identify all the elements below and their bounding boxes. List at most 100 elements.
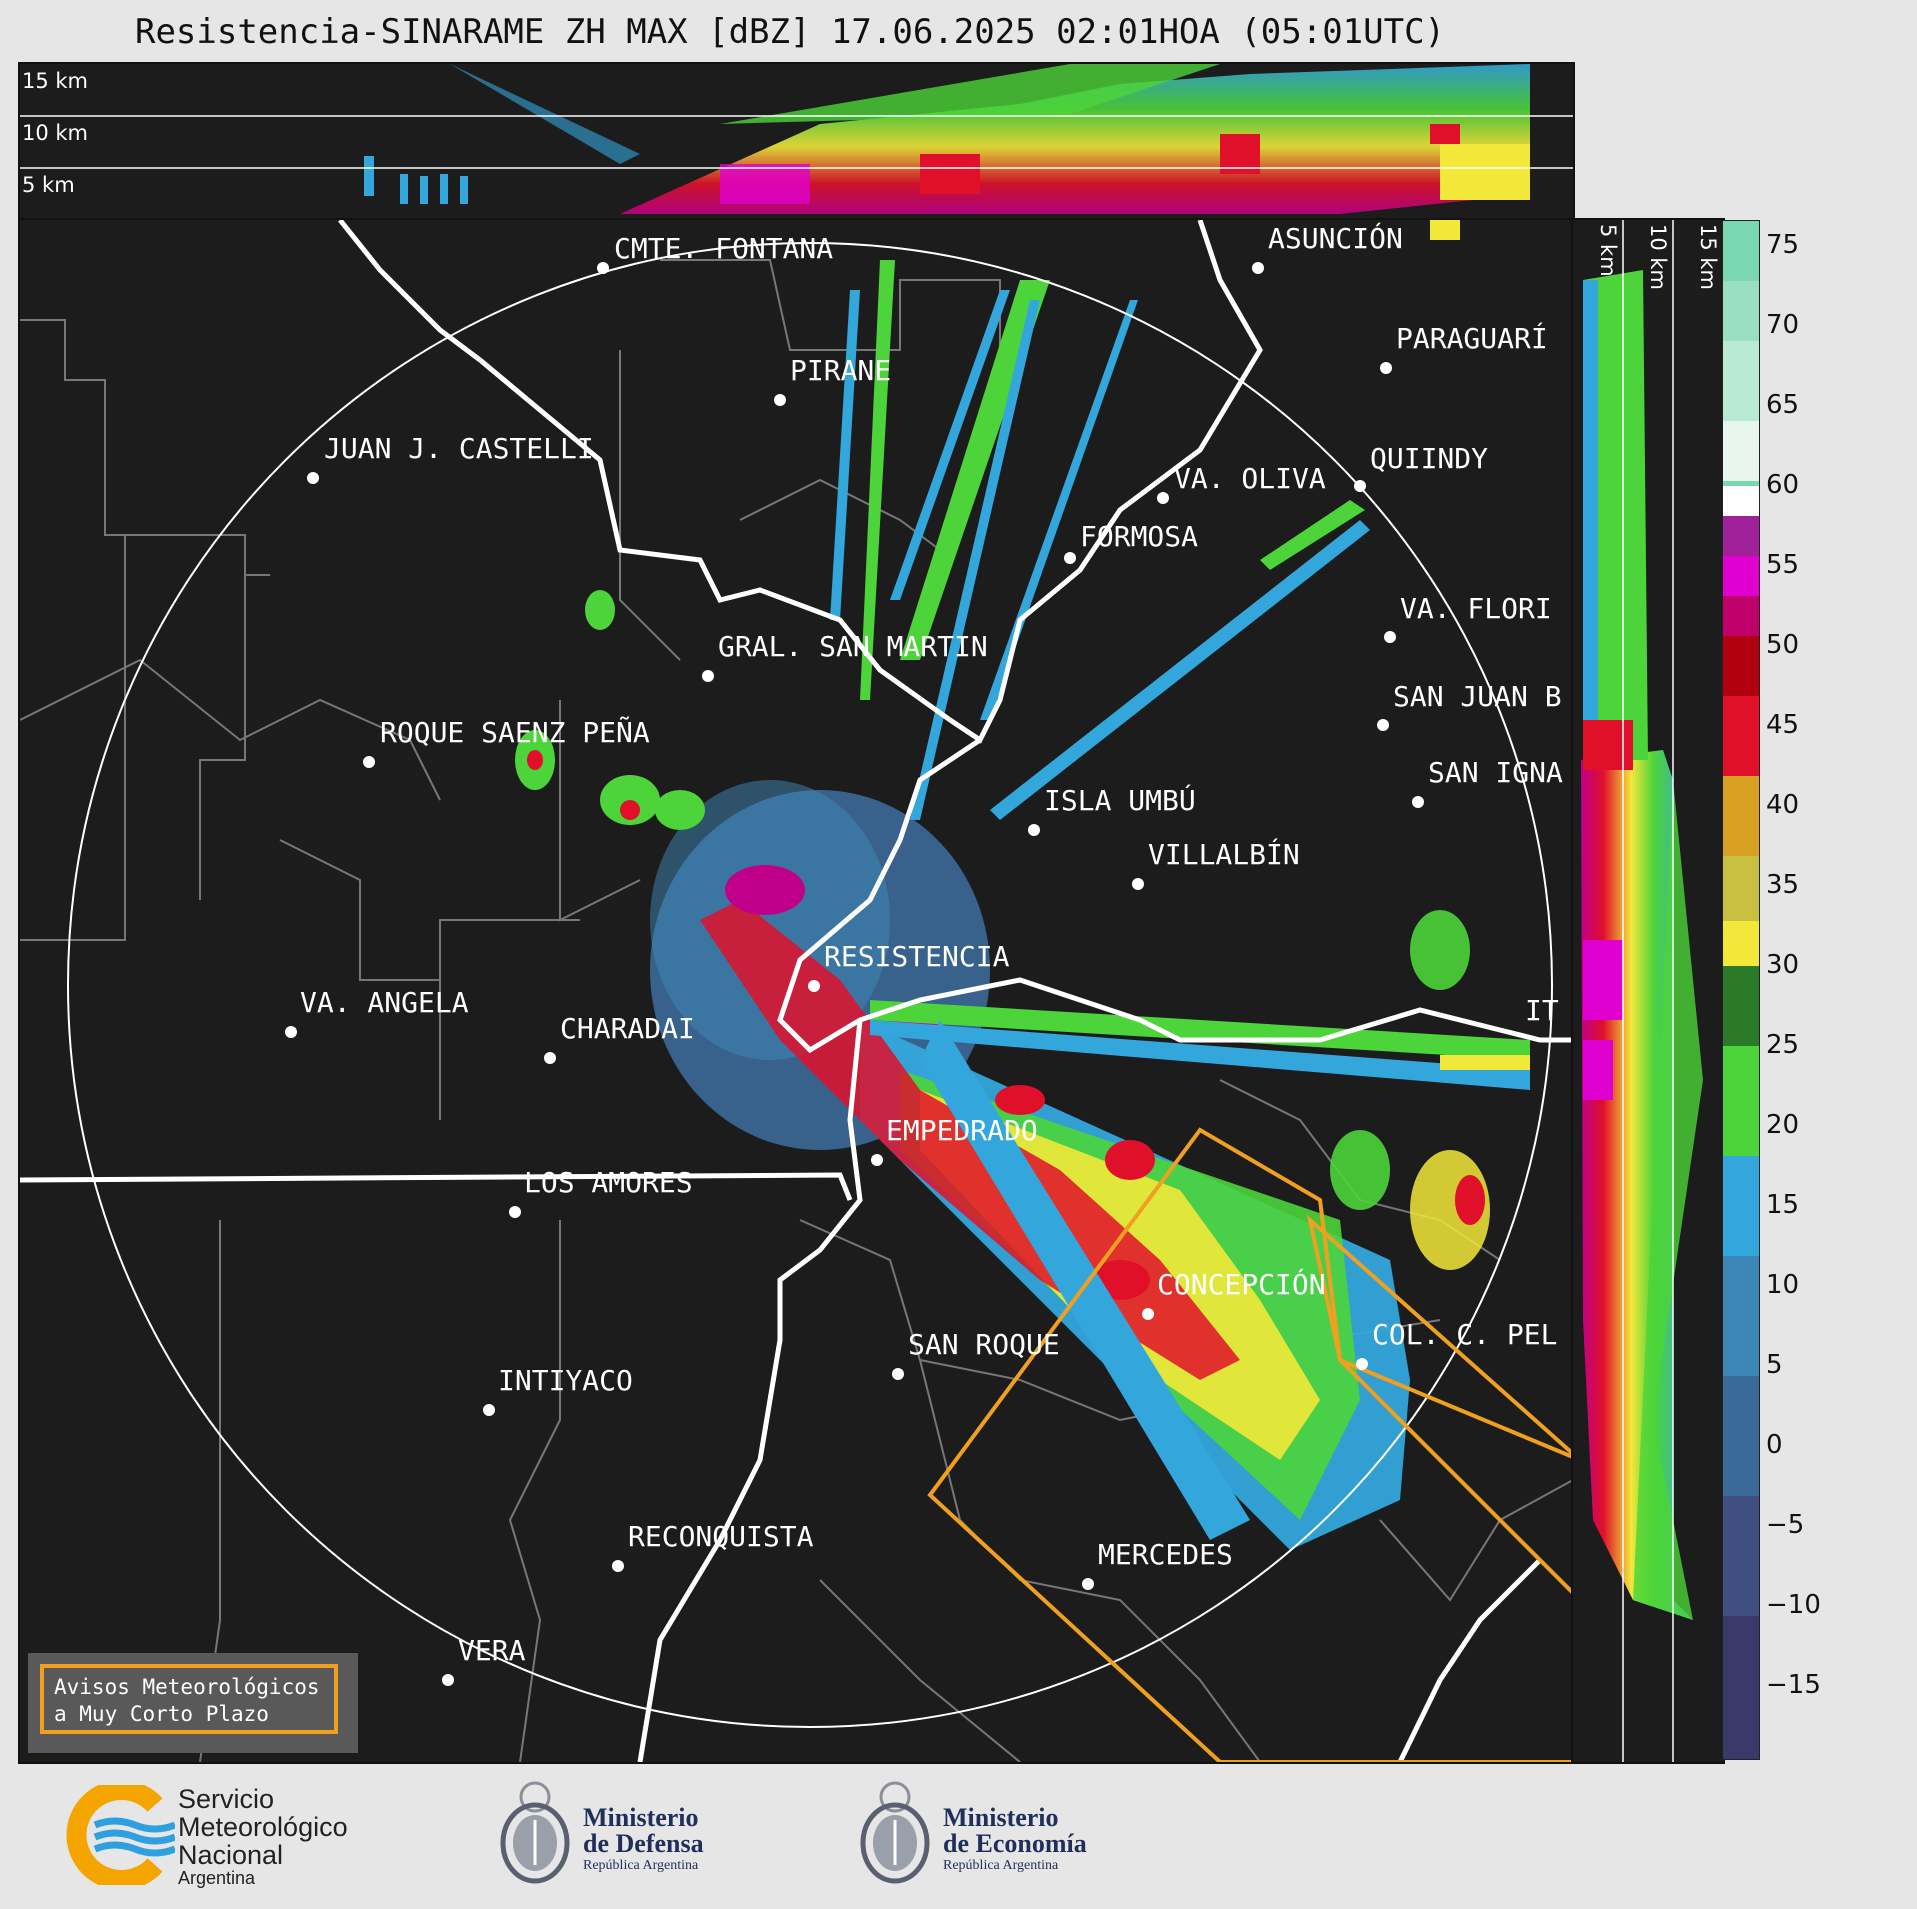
city-dot xyxy=(1412,796,1424,808)
warning-legend-line1: Avisos Meteorológicos xyxy=(54,1675,320,1699)
city-dot xyxy=(483,1404,495,1416)
city-label: GRAL. SAN MARTIN xyxy=(718,630,988,663)
city-dot xyxy=(808,980,820,992)
city-dot xyxy=(774,394,786,406)
city-label: SAN ROQUE xyxy=(908,1328,1060,1361)
city-dot xyxy=(1356,1358,1368,1370)
economia-line2: de Economía xyxy=(943,1829,1087,1858)
colorbar-tick: 55 xyxy=(1766,550,1800,580)
radar-echoes xyxy=(515,220,1530,1550)
city-label: QUIINDY xyxy=(1370,442,1488,475)
city-label: CONCEPCIÓN xyxy=(1157,1267,1326,1301)
economia-line3: República Argentina xyxy=(943,1858,1059,1873)
side-alt-label-15: 15 km xyxy=(1696,224,1720,290)
city-dot xyxy=(544,1052,556,1064)
city-label: INTIYACO xyxy=(498,1364,633,1397)
colorbar-tick: −15 xyxy=(1766,1670,1821,1700)
colorbar-tick: 20 xyxy=(1766,1110,1800,1140)
city-label: VERA xyxy=(458,1634,526,1667)
city-dot xyxy=(509,1206,521,1218)
top-cross-section-plot: 15 km 10 km 5 km xyxy=(20,64,1573,214)
economia-logo: Ministerio de Economía República Argenti… xyxy=(855,1775,1115,1895)
city-label: RECONQUISTA xyxy=(628,1520,814,1553)
city-dot xyxy=(1377,719,1389,731)
colorbar-tick: 40 xyxy=(1766,790,1800,820)
city-dot xyxy=(1354,480,1366,492)
city-label: JUAN J. CASTELLI xyxy=(324,432,594,465)
city-dot xyxy=(1028,824,1040,836)
city-dot xyxy=(702,670,714,682)
colorbar-tick: 60 xyxy=(1766,470,1800,500)
city-dot xyxy=(1252,262,1264,274)
smn-logo-icon xyxy=(66,1785,175,1885)
colorbar-tick: −5 xyxy=(1766,1510,1805,1540)
city-dot xyxy=(1132,878,1144,890)
city-label: COL. C. PEL xyxy=(1372,1318,1557,1351)
city-label: VILLALBÍN xyxy=(1148,837,1300,871)
city-label: VA. FLORI xyxy=(1400,592,1552,625)
map-title: Resistencia-SINARAME ZH MAX [dBZ] 17.06.… xyxy=(134,12,1446,52)
top-alt-label-15: 15 km xyxy=(22,69,88,93)
top-alt-label-5: 5 km xyxy=(22,173,75,197)
city-dot xyxy=(871,1154,883,1166)
city-dot xyxy=(1142,1308,1154,1320)
city-label: FORMOSA xyxy=(1080,520,1198,553)
city-label: CMTE. FONTANA xyxy=(614,232,833,265)
colorbar-tick: 25 xyxy=(1766,1030,1800,1060)
smn-line2: Meteorológico xyxy=(178,1812,348,1842)
smn-line4: Argentina xyxy=(178,1868,256,1888)
defensa-line3: República Argentina xyxy=(583,1858,699,1873)
city-dot xyxy=(1384,631,1396,643)
side-cross-section-plot: 5 km 10 km 15 km xyxy=(1581,220,1720,1762)
smn-logo: Servicio Meteorológico Nacional Argentin… xyxy=(55,1785,395,1895)
city-dot xyxy=(363,756,375,768)
defensa-logo: Ministerio de Defensa República Argentin… xyxy=(495,1775,755,1895)
city-label: IT xyxy=(1525,994,1559,1027)
colorbar-tick: −10 xyxy=(1766,1590,1821,1620)
city-label: VA. OLIVA xyxy=(1174,462,1326,495)
city-dot xyxy=(892,1368,904,1380)
city-label: ISLA UMBÚ xyxy=(1044,783,1196,817)
colorbar-tick: 0 xyxy=(1766,1430,1783,1460)
colorbar-tick: 30 xyxy=(1766,950,1800,980)
side-alt-label-5: 5 km xyxy=(1596,224,1620,277)
top-alt-label-10: 10 km xyxy=(22,121,88,145)
colorbar-ticks: 75 70 65 60 55 50 45 40 35 30 25 20 15 1… xyxy=(1762,220,1912,1758)
dbz-colorbar xyxy=(1722,220,1760,1760)
side-cross-section-panel: 5 km 10 km 15 km xyxy=(1571,218,1725,1764)
city-label: CHARADAI xyxy=(560,1012,695,1045)
city-label: EMPEDRADO xyxy=(886,1114,1038,1147)
city-dot xyxy=(442,1674,454,1686)
warning-legend-box xyxy=(28,1653,358,1753)
city-label: PARAGUARÍ xyxy=(1396,321,1548,355)
smn-line3: Nacional xyxy=(178,1840,284,1870)
city-label: ASUNCIÓN xyxy=(1268,221,1403,255)
range-ring xyxy=(67,242,1553,1728)
side-alt-label-10: 10 km xyxy=(1646,224,1670,290)
city-label: ROQUE SAENZ PEÑA xyxy=(380,715,650,749)
top-cross-section-panel: 15 km 10 km 5 km xyxy=(18,62,1575,220)
colorbar-tick: 50 xyxy=(1766,630,1800,660)
city-dot xyxy=(285,1026,297,1038)
city-dot xyxy=(612,1560,624,1572)
economia-line1: Ministerio xyxy=(943,1803,1059,1832)
city-dot xyxy=(1064,552,1076,564)
warning-legend-line2: a Muy Corto Plazo xyxy=(54,1702,269,1726)
colorbar-tick: 15 xyxy=(1766,1190,1800,1220)
colorbar-tick: 70 xyxy=(1766,310,1800,340)
colorbar-gradient xyxy=(1723,221,1759,1759)
defensa-line1: Ministerio xyxy=(583,1803,699,1832)
city-label: VA. ANGELA xyxy=(300,986,469,1019)
city-label: MERCEDES xyxy=(1098,1538,1233,1571)
city-dot xyxy=(1380,362,1392,374)
city-label: SAN JUAN B xyxy=(1393,680,1562,713)
coat-of-arms-icon xyxy=(860,1781,930,1884)
colorbar-tick: 10 xyxy=(1766,1270,1800,1300)
defensa-line2: de Defensa xyxy=(583,1829,704,1858)
city-dot xyxy=(307,472,319,484)
colorbar-tick: 35 xyxy=(1766,870,1800,900)
radar-map-panel: CMTE. FONTANA ASUNCIÓN PIRANE PARAGUARÍ … xyxy=(18,218,1575,1764)
city-label: RESISTENCIA xyxy=(824,940,1010,973)
city-label: LOS AMORES xyxy=(524,1166,693,1199)
colorbar-tick: 5 xyxy=(1766,1350,1783,1380)
